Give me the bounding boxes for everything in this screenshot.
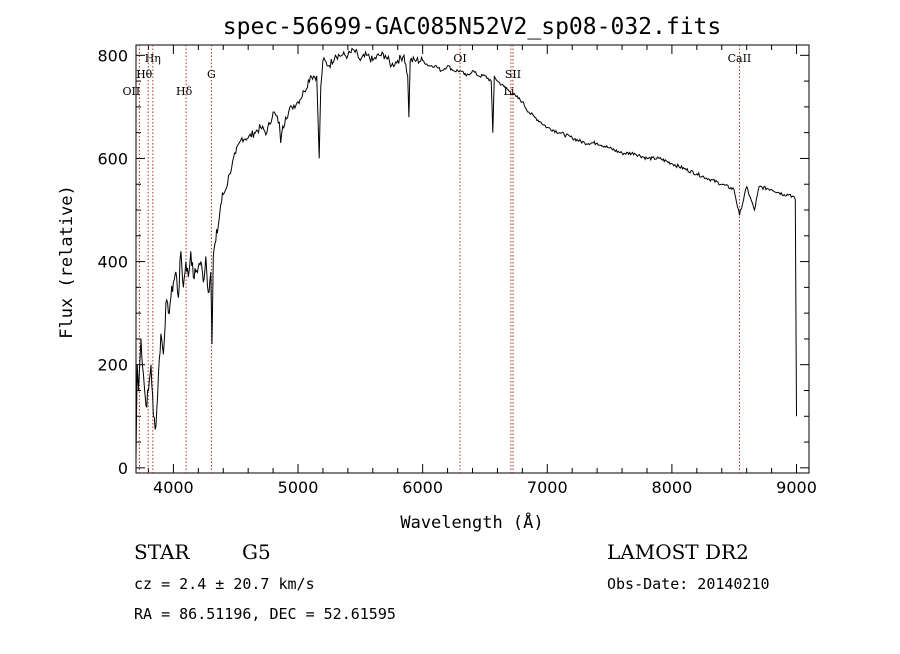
y-axis-label: Flux (relative) (57, 185, 77, 339)
y-tick-label: 200 (97, 356, 128, 375)
object-subclass: G5 (242, 540, 271, 564)
x-axis-label: Wavelength (Å) (400, 511, 543, 533)
object-class: STAR (134, 540, 190, 564)
line-marker-label: Hθ (136, 68, 153, 81)
y-axis-ticks: 0 200 400 600 800 (97, 46, 809, 478)
y-tick-label: 800 (97, 46, 128, 65)
line-marker-label: G (207, 68, 216, 81)
x-tick-label: 8000 (652, 478, 693, 497)
line-marker-label: OI (453, 52, 466, 65)
x-axis-ticks: 4000 5000 6000 7000 8000 9000 (147, 45, 817, 497)
y-tick-label: 0 (118, 459, 128, 478)
survey-name: LAMOST DR2 (607, 540, 749, 564)
x-tick-label: 7000 (527, 478, 568, 497)
line-marker-label: CaII (728, 52, 752, 65)
chart-title: spec-56699-GAC085N52V2_sp08-032.fits (223, 14, 722, 40)
x-tick-label: 6000 (402, 478, 443, 497)
spectrum-series-line (135, 47, 797, 458)
y-tick-label: 400 (97, 253, 128, 272)
line-marker-label: SII (505, 68, 521, 81)
coordinates: RA = 86.51196, DEC = 52.61595 (134, 605, 396, 623)
line-marker-label: Hδ (176, 85, 193, 98)
line-marker-label: Hη (145, 52, 161, 65)
x-tick-label: 5000 (278, 478, 319, 497)
line-marker-label: OII (123, 85, 141, 98)
x-tick-label: 9000 (776, 478, 817, 497)
x-tick-label: 4000 (153, 478, 194, 497)
observation-date: Obs-Date: 20140210 (607, 575, 770, 593)
plot-frame (135, 44, 810, 474)
redshift-info: cz = 2.4 ± 20.7 km/s (134, 575, 315, 593)
y-tick-label: 600 (97, 149, 128, 168)
